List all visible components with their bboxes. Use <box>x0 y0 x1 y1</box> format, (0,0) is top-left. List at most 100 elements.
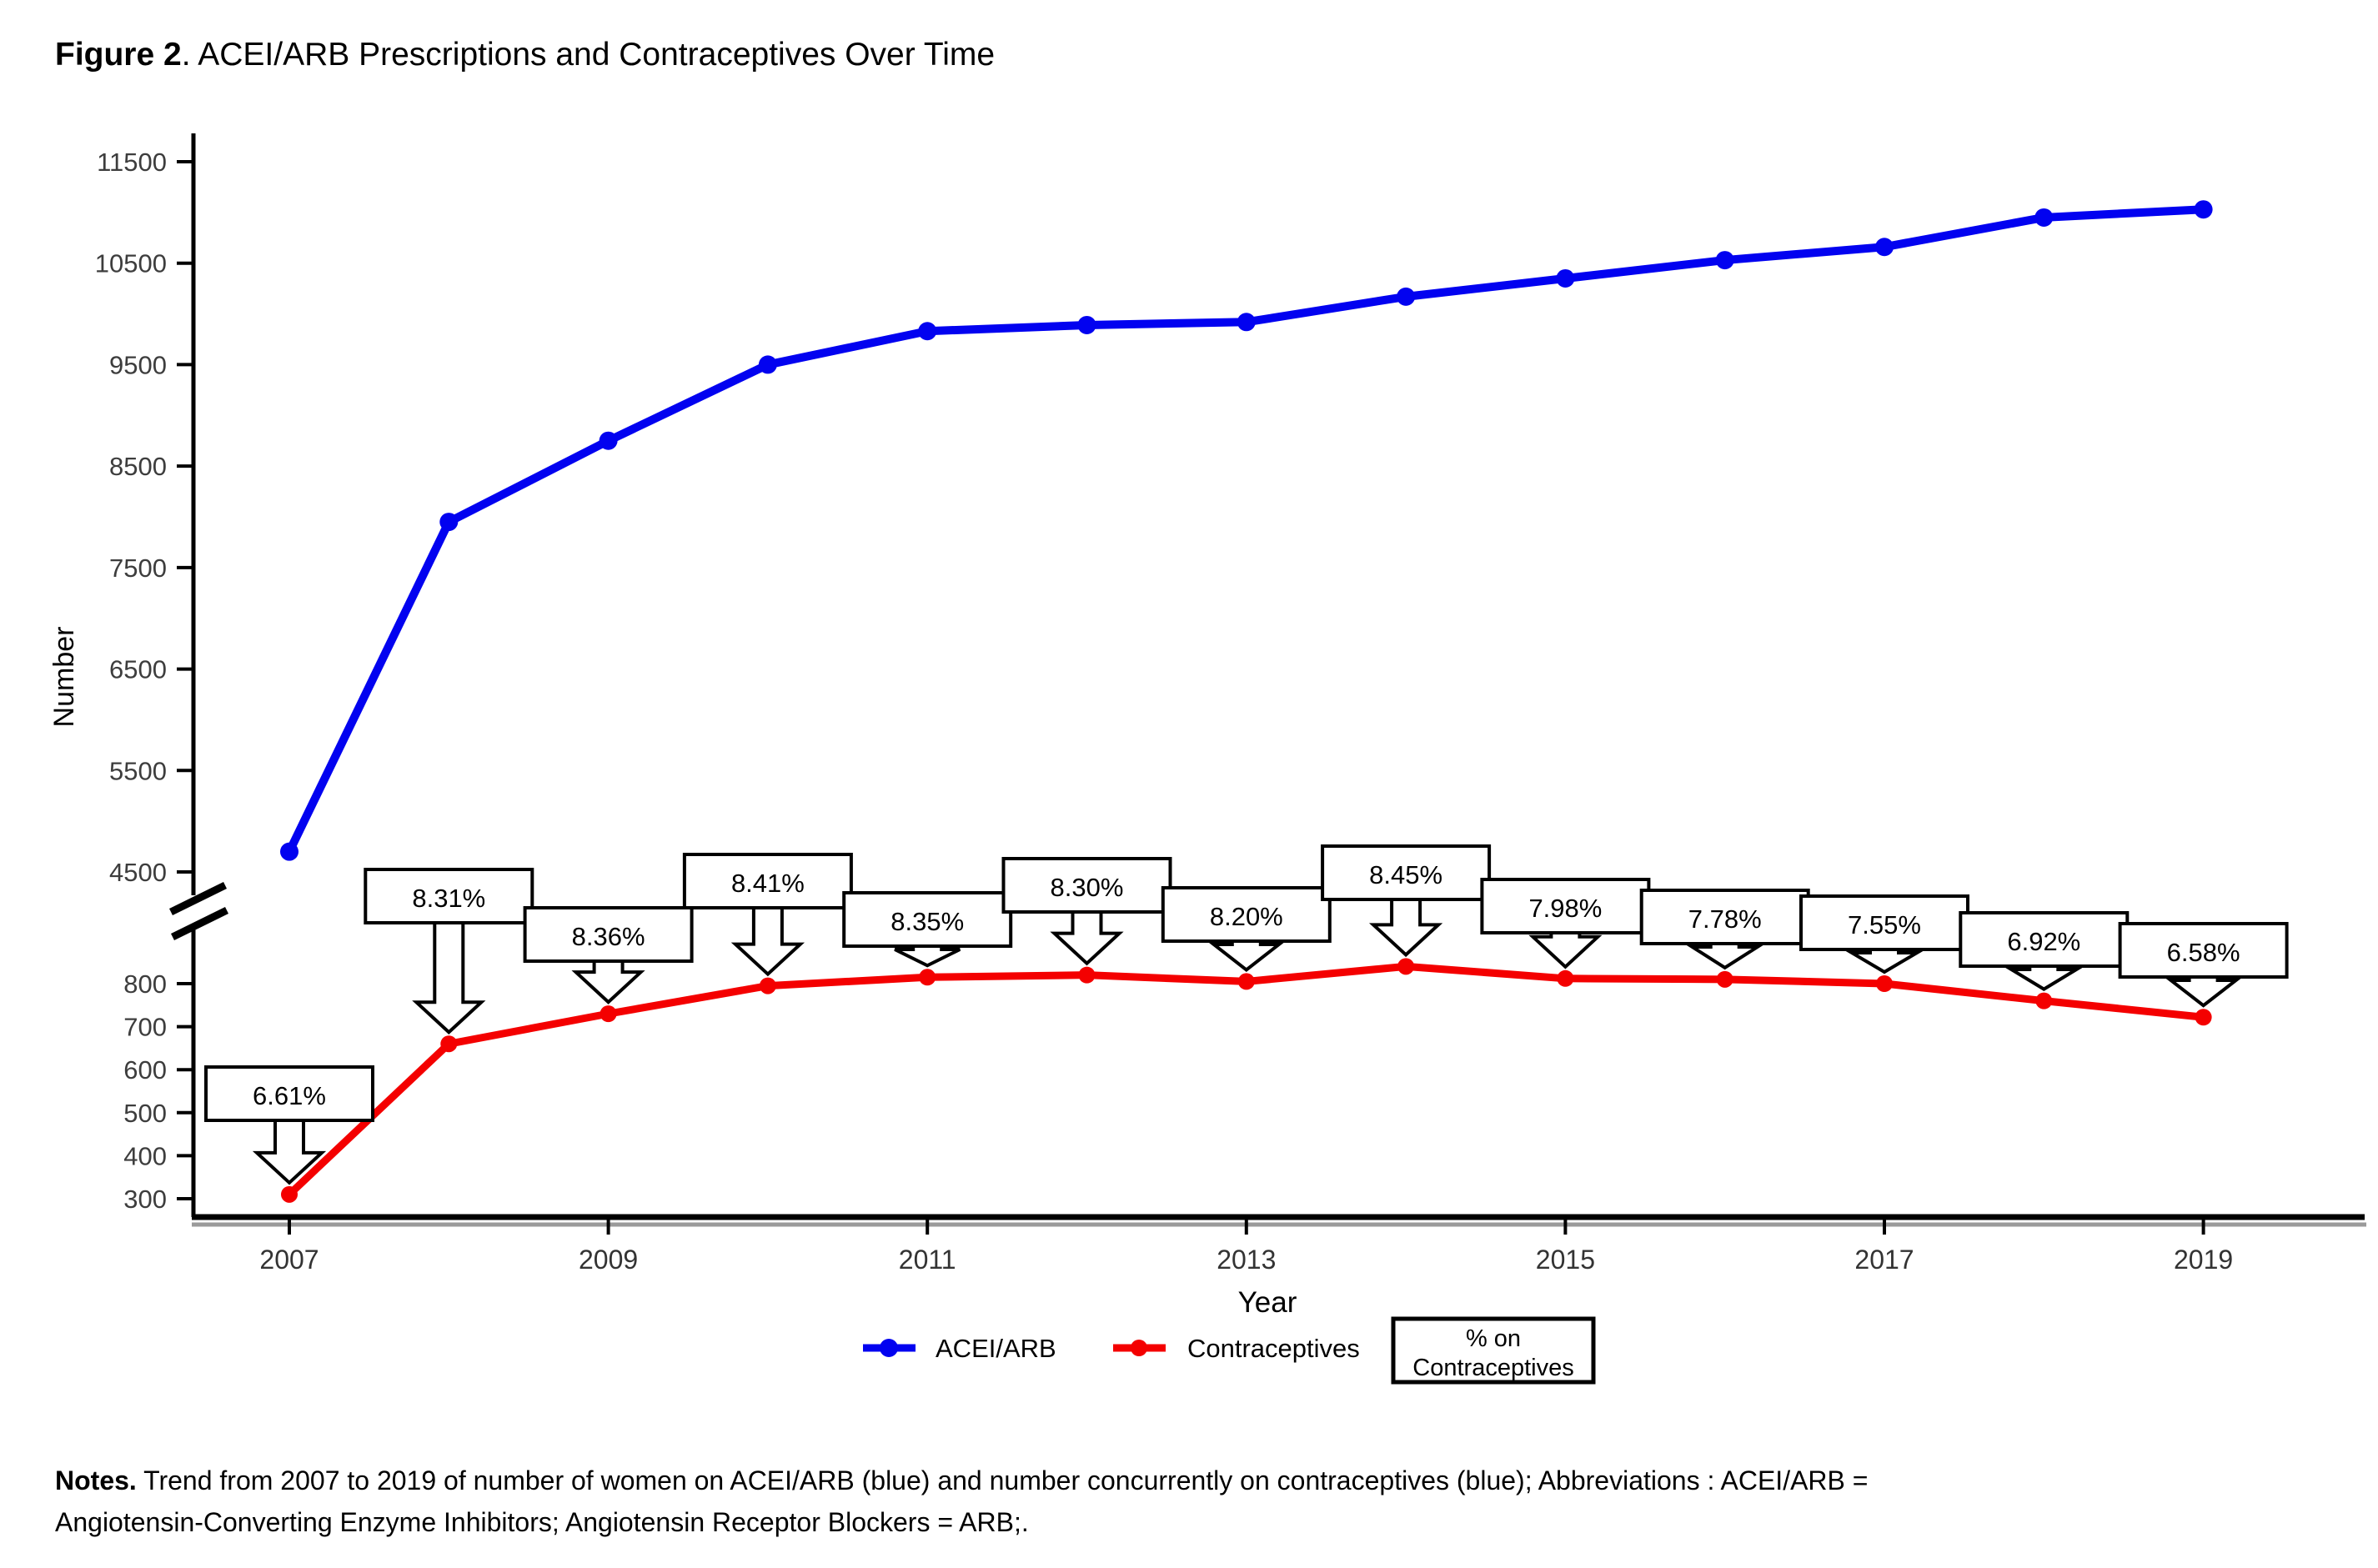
callout-arrow <box>2165 974 2241 1008</box>
figure-title-prefix: Figure 2 <box>55 37 182 73</box>
callout-arrow <box>730 904 805 977</box>
callout-2013: 8.20% <box>1161 886 1332 972</box>
y-tick-label: 800 <box>123 969 167 999</box>
acei-arb-point-2017 <box>1875 238 1894 257</box>
callout-arrow <box>1368 896 1443 958</box>
figure-title-text: . ACEI/ARB Prescriptions and Contracepti… <box>181 37 996 73</box>
legend-acei-arb-label: ACEI/ARB <box>936 1334 1056 1363</box>
callout-2008: 8.31% <box>364 868 534 1034</box>
callout-box <box>1799 894 1969 951</box>
callout-value: 7.55% <box>1848 910 1921 939</box>
callout-value: 8.36% <box>572 922 645 951</box>
callout-value: 7.98% <box>1528 894 1602 923</box>
acei-arb-point-2019 <box>2194 200 2213 219</box>
x-tick-label: 2007 <box>259 1245 319 1275</box>
notes: Notes. Trend from 2007 to 2019 of number… <box>55 1460 2340 1543</box>
axis-break-slash <box>169 881 227 916</box>
callout-2015: 7.98% <box>1480 878 1651 969</box>
callout-arrow <box>1208 938 1284 972</box>
contraceptives-point-2017 <box>1876 975 1893 992</box>
contraceptives-point-2015 <box>1557 969 1574 987</box>
contraceptives-point-2018 <box>2035 992 2053 1009</box>
callout-2011: 8.35% <box>842 891 1013 968</box>
line-chart: 4500 5500 6500 7500 8500 9500 10500 11500 300 400… <box>48 133 2366 1385</box>
y-tick-label: 5500 <box>109 756 167 785</box>
acei-arb-point-2011 <box>918 322 937 341</box>
callout-box <box>682 853 853 909</box>
notes-label: Notes. <box>55 1465 137 1495</box>
callout-arrow <box>1528 929 1603 969</box>
x-tick-label: 2011 <box>899 1245 956 1275</box>
callout-box <box>1321 844 1492 901</box>
callout-2012: 8.30% <box>1001 857 1172 966</box>
x-tick-label: 2013 <box>1217 1245 1276 1275</box>
y-tick-label: 11500 <box>97 148 167 177</box>
acei-arb-point-2007 <box>280 842 299 861</box>
y-tick-label: 400 <box>123 1141 167 1170</box>
legend-contraceptives-marker <box>1131 1340 1147 1356</box>
y-tick-label: 6500 <box>109 655 167 684</box>
acei-arb-point-2010 <box>758 355 777 374</box>
y-tick-label: 700 <box>123 1013 167 1042</box>
y-tick-label: 10500 <box>95 249 167 278</box>
acei-arb-series <box>280 200 2213 861</box>
contraceptives-point-2014 <box>1397 958 1415 975</box>
callout-2016: 7.78% <box>1639 889 1810 970</box>
contraceptives-point-2009 <box>600 1005 617 1023</box>
contraceptives-point-2019 <box>2195 1009 2212 1026</box>
acei-arb-point-2014 <box>1397 287 1416 306</box>
acei-arb-point-2016 <box>1715 251 1734 270</box>
contraceptives-line <box>286 962 2205 1198</box>
callout-arrow <box>252 1117 327 1185</box>
contraceptives-point-2010 <box>759 977 776 994</box>
contraceptives-point-2011 <box>919 969 936 986</box>
callout-box <box>1001 857 1172 914</box>
callout-value: 6.92% <box>2007 927 2080 956</box>
callout-box <box>1161 886 1332 943</box>
callout-box <box>523 906 694 963</box>
acei-arb-point-2008 <box>439 513 459 532</box>
callout-arrow <box>571 958 645 1004</box>
callout-value: 8.20% <box>1210 902 1283 931</box>
chart-canvas: 4500 5500 6500 7500 8500 9500 10500 11500 300 400… <box>48 133 2366 1385</box>
figure-title: Figure 2. ACEI/ARB Prescriptions and Con… <box>55 37 995 73</box>
callout-box <box>842 891 1013 948</box>
legend-percent-label: Contraceptives <box>1412 1355 1573 1381</box>
callout-arrow <box>1050 909 1124 966</box>
acei-arb-point-2018 <box>2034 208 2054 227</box>
contraceptives-point-2007 <box>281 1185 298 1203</box>
y-tick-label: 500 <box>123 1099 167 1128</box>
callout-value: 8.41% <box>731 869 805 898</box>
x-tick-label: 2017 <box>1854 1245 1914 1275</box>
x-tick-label: 2009 <box>579 1245 638 1275</box>
callout-2014: 8.45% <box>1321 844 1492 958</box>
y-axis: 4500 5500 6500 7500 8500 9500 10500 11500 300 400… <box>95 133 228 1217</box>
contraceptives-point-2013 <box>1237 973 1255 990</box>
callout-box <box>204 1065 374 1122</box>
y-axis-title: Number <box>48 627 80 728</box>
callout-2019: 6.58% <box>2118 922 2289 1008</box>
contraceptives-series <box>281 958 2212 1203</box>
acei-arb-point-2009 <box>599 431 618 450</box>
callout-arrow <box>1845 946 1924 974</box>
y-tick-label: 300 <box>123 1185 167 1214</box>
contraceptives-point-2016 <box>1716 970 1733 988</box>
callout-arrow <box>2005 963 2083 991</box>
callout-arrow <box>1686 940 1763 970</box>
callout-value: 8.31% <box>412 884 485 913</box>
x-tick-label: 2015 <box>1536 1245 1595 1275</box>
x-axis-title: Year <box>1238 1286 1297 1319</box>
acei-arb-point-2013 <box>1237 313 1256 332</box>
y-tick-label: 4500 <box>109 858 167 887</box>
callout-box <box>1639 889 1810 945</box>
callout-value: 7.78% <box>1688 904 1762 934</box>
callout-2009: 8.36% <box>523 906 694 1004</box>
notes-line1: Trend from 2007 to 2019 of number of wom… <box>136 1465 1869 1495</box>
contraceptives-point-2008 <box>440 1035 458 1053</box>
contraceptives-point-2012 <box>1078 966 1096 984</box>
callout-value: 8.45% <box>1369 860 1442 889</box>
notes-line2: Angiotensin-Converting Enzyme Inhibitors… <box>55 1506 1029 1537</box>
acei-arb-line <box>285 205 2204 854</box>
callout-box <box>1959 911 2130 968</box>
x-axis: 2007 2009 2011 2013 2015 2017 2019 <box>192 1214 2366 1275</box>
